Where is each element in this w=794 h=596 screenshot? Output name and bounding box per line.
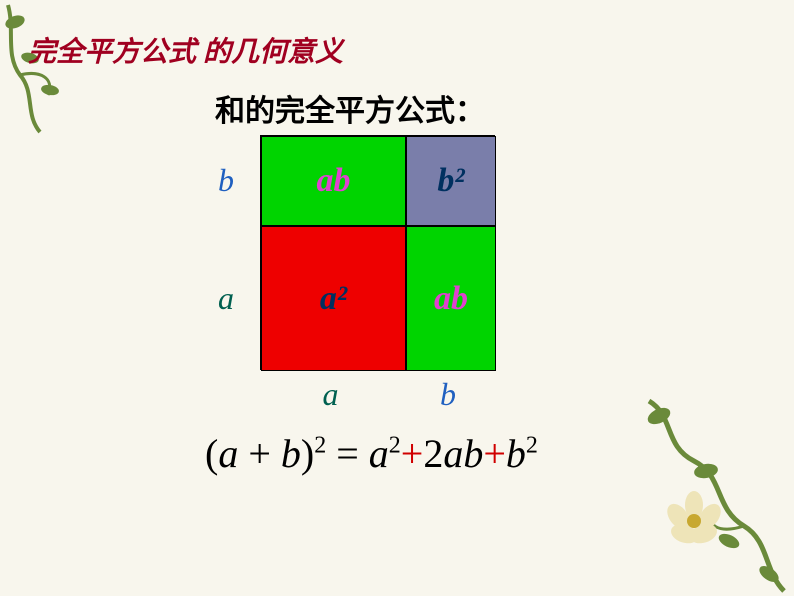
corner-bottom-right (564, 366, 794, 596)
formula: (a + b)2 = a2+2ab+b2 (205, 430, 538, 477)
label-left-a: a (218, 280, 234, 317)
page-title: 完全平方公式 的几何意义 (28, 30, 343, 70)
cell-ab-top: ab (261, 136, 406, 226)
label-left-b: b (218, 162, 234, 199)
square-diagram: ab b² a² ab (260, 135, 495, 370)
cell-a2: a² (261, 226, 406, 371)
label-bottom-a: a (323, 376, 339, 413)
subtitle: 和的完全平方公式： (215, 86, 485, 130)
cell-ab-right: ab (406, 226, 496, 371)
corner-top-left (0, 0, 120, 140)
label-bottom-b: b (440, 376, 456, 413)
cell-b2: b² (406, 136, 496, 226)
